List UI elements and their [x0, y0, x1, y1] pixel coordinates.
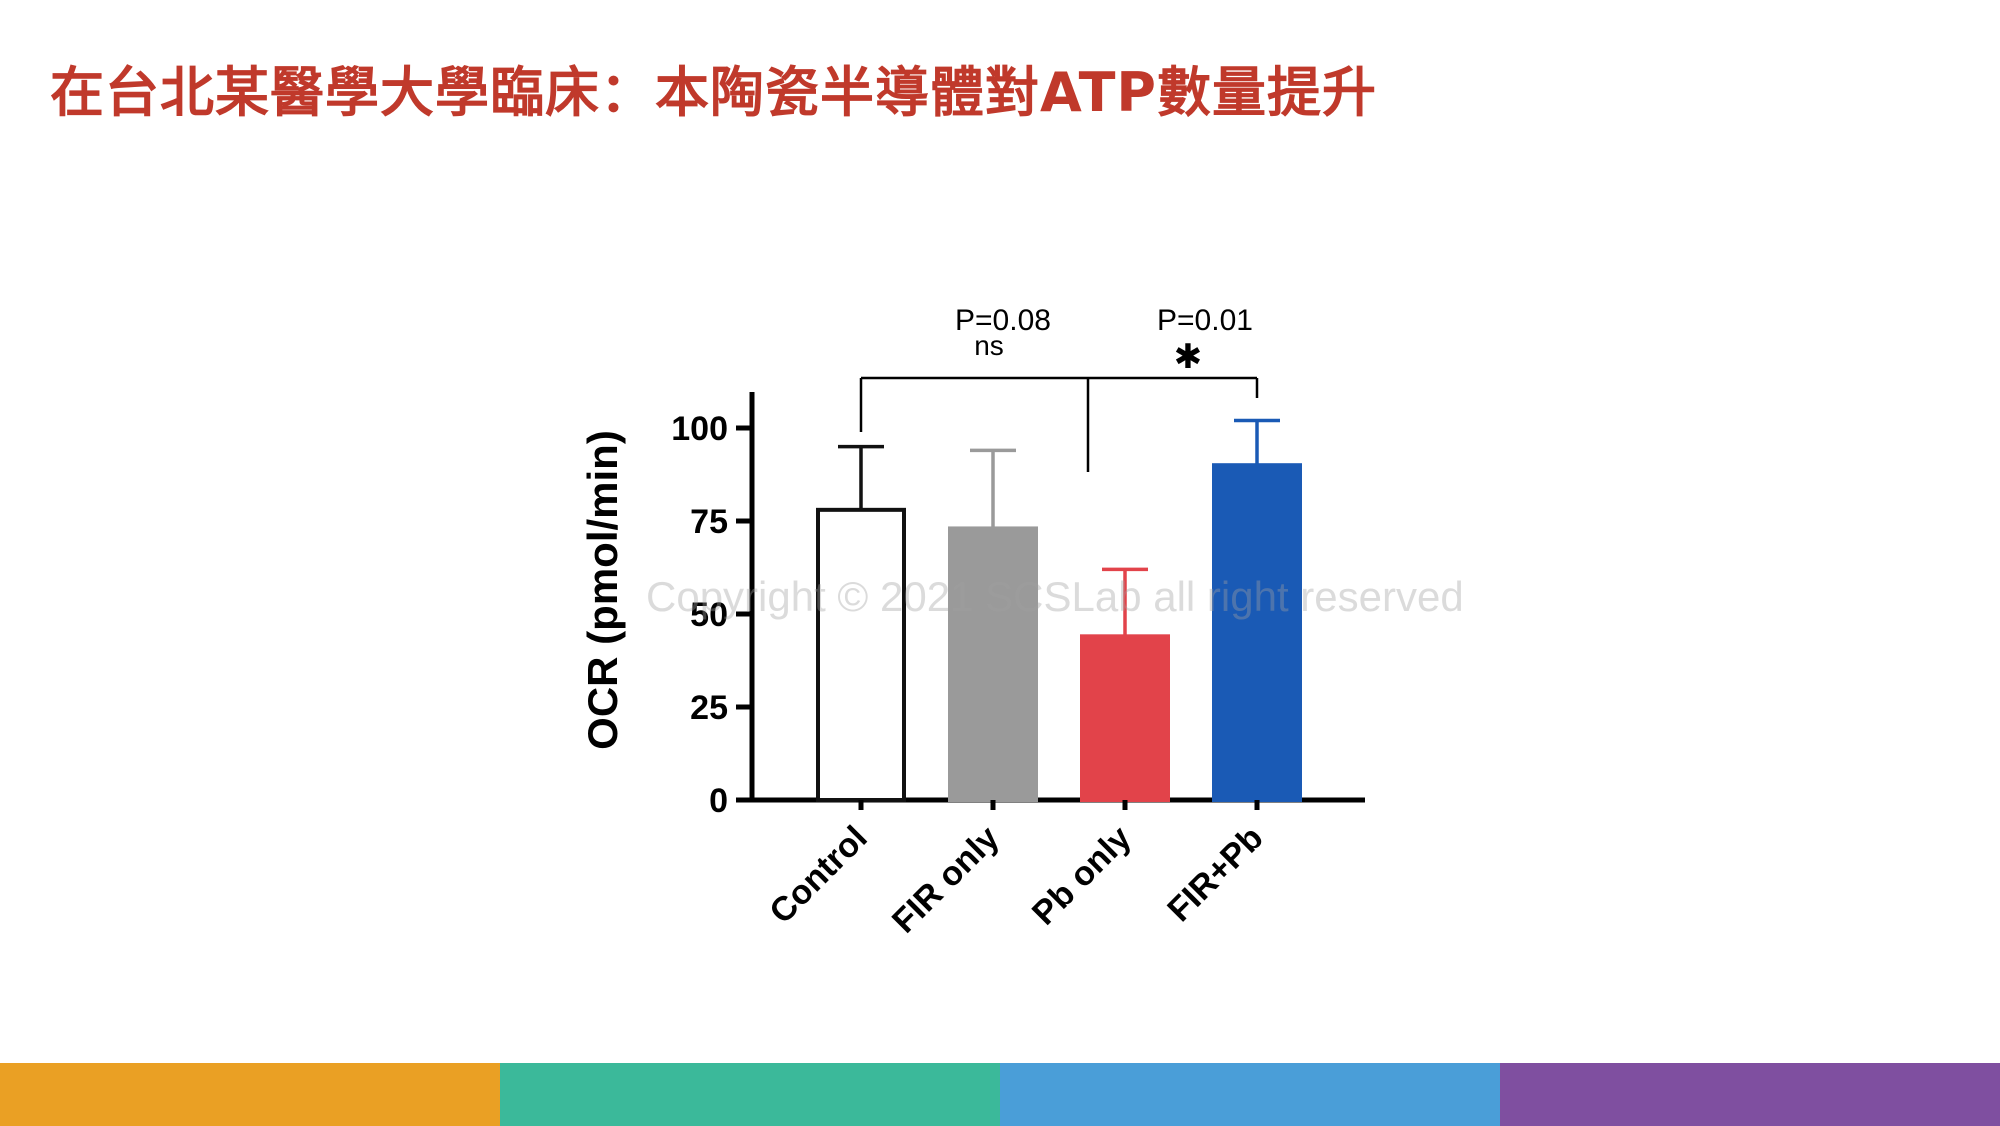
p-value-label: P=0.08: [955, 304, 1051, 337]
bar: [1080, 634, 1170, 802]
y-tick-label: 25: [690, 689, 728, 727]
footer-segment-orange: [0, 1063, 500, 1126]
x-tick-label: Pb only: [1025, 819, 1139, 933]
footer-segment-purple: [1500, 1063, 2000, 1126]
x-tick-label: FIR only: [885, 819, 1007, 941]
footer-color-bar: [0, 1063, 2000, 1126]
bar: [1212, 463, 1302, 802]
bar: [816, 507, 906, 802]
x-tick-label: FIR+Pb: [1160, 819, 1270, 929]
footer-segment-teal: [500, 1063, 1000, 1126]
y-axis-label: OCR (pmol/min): [579, 430, 626, 750]
significance-star: ✱: [1174, 337, 1203, 377]
y-tick-label: 75: [690, 503, 728, 541]
y-tick-label: 0: [709, 782, 728, 820]
footer-segment-blue: [1000, 1063, 1500, 1126]
significance-label: ns: [974, 330, 1004, 361]
bar: [948, 526, 1038, 802]
y-tick-label: 100: [671, 410, 728, 448]
p-value-label: P=0.01: [1157, 304, 1253, 337]
y-tick-label: 50: [690, 596, 728, 634]
x-tick-label: Control: [762, 819, 874, 931]
slide-title: 在台北某醫學大學臨床：本陶瓷半導體對ATP數量提升: [50, 61, 1378, 124]
